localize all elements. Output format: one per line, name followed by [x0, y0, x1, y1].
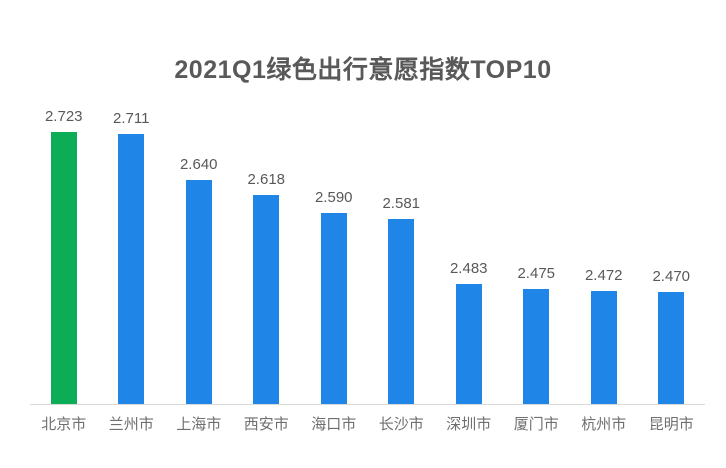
chart-title: 2021Q1绿色出行意愿指数TOP10 — [174, 56, 552, 84]
bar-value-label: 2.723 — [44, 108, 83, 125]
bar-column: 2.640 — [165, 108, 233, 404]
category-label: 长沙市 — [378, 416, 424, 433]
bar-column: 2.723 — [30, 108, 98, 404]
bar-value-label: 2.581 — [382, 195, 421, 213]
bar — [590, 290, 617, 404]
bar-column: 2.581 — [368, 108, 436, 404]
bar-value-label: 2.618 — [247, 170, 286, 188]
bar-value-label: 2.470 — [652, 268, 691, 286]
bar — [455, 283, 482, 404]
bar — [388, 219, 415, 404]
bar — [50, 132, 77, 404]
bar-column: 2.472 — [570, 108, 638, 404]
category-label: 深圳市 — [446, 416, 492, 433]
category-label: 西安市 — [243, 416, 289, 433]
bar-value-label: 2.475 — [517, 264, 556, 282]
bar — [320, 213, 347, 404]
bar-column: 2.470 — [638, 108, 706, 404]
category-label: 海口市 — [311, 416, 357, 433]
category-label: 兰州市 — [108, 416, 154, 433]
category-label: 杭州市 — [581, 416, 627, 433]
bar — [118, 133, 145, 404]
category-label: 厦门市 — [513, 416, 559, 433]
bar-value-label: 2.483 — [449, 259, 488, 277]
category-label: 昆明市 — [648, 416, 694, 433]
bar-column: 2.483 — [435, 108, 503, 404]
bar-value-label: 2.472 — [584, 266, 623, 284]
bar — [253, 194, 280, 404]
bar — [658, 292, 685, 404]
bar-column: 2.590 — [300, 108, 368, 404]
plot-area: 2.723 2.711 2.640 2.618 2.590 2.581 2.483 2.475… — [30, 108, 705, 405]
bar — [185, 180, 212, 404]
bar-value-label: 2.640 — [179, 156, 218, 174]
bar-column: 2.475 — [503, 108, 571, 404]
bar-value-label: 2.590 — [314, 189, 353, 207]
bar-column: 2.618 — [233, 108, 301, 404]
category-label: 北京市 — [41, 416, 87, 433]
bar — [523, 288, 550, 404]
bar-column: 2.711 — [98, 108, 166, 404]
category-label: 上海市 — [176, 416, 222, 433]
bar-value-label: 2.711 — [113, 109, 150, 127]
x-axis-labels: 北京市 兰州市 上海市 西安市 海口市 长沙市 深圳市 厦门市 杭州市 昆明市 — [30, 413, 705, 434]
